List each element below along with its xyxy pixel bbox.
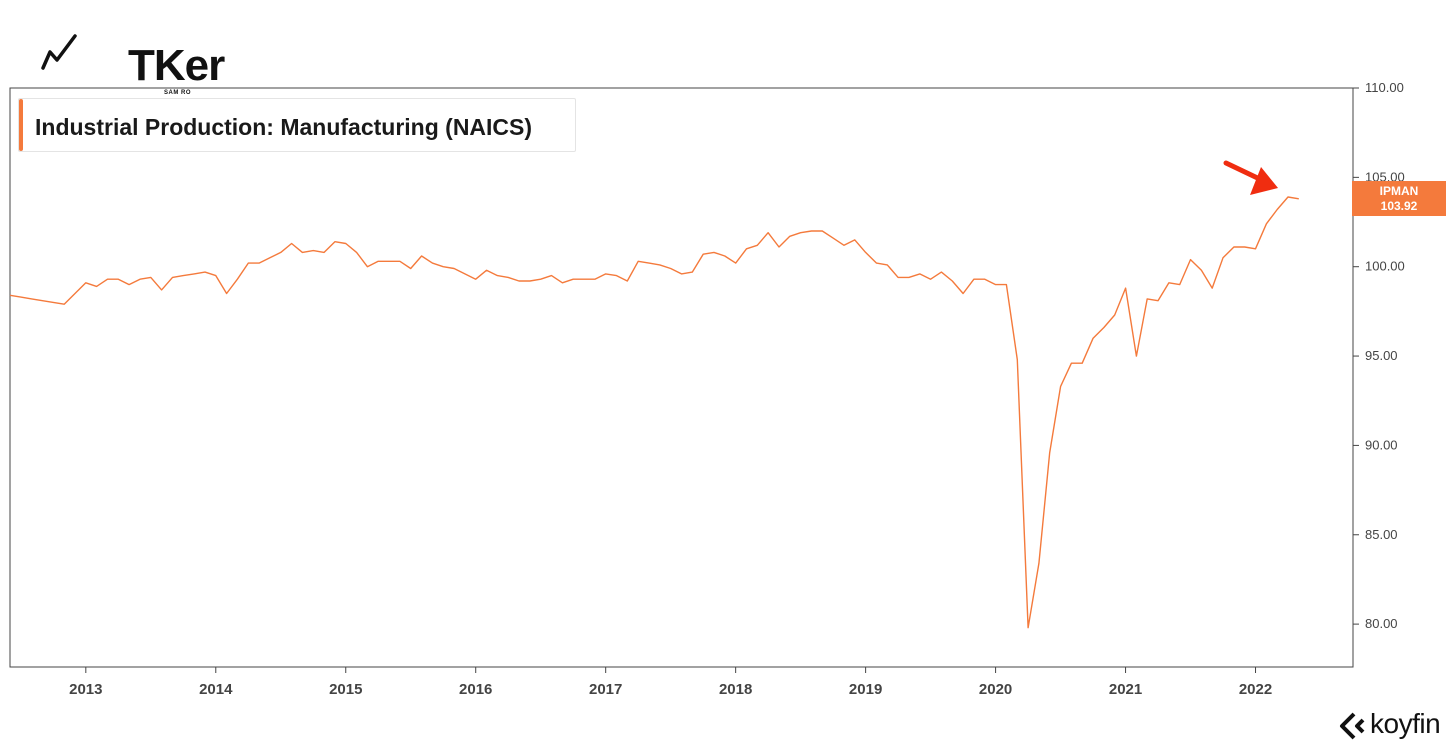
badge-ticker: IPMAN	[1379, 184, 1419, 198]
y-axis: 80.00 85.00 90.00 95.00 100.00 105.00 110.00	[1353, 80, 1405, 631]
y-tick-label: 100.00	[1365, 259, 1405, 274]
series-layer	[9, 196, 1299, 629]
plot-border	[9, 87, 1354, 668]
arrow-head	[1250, 167, 1279, 196]
x-axis: 2013 2014 2015 2016 2017 2018 2019 2020 2021 2022	[69, 667, 1272, 698]
x-tick-label: 2016	[459, 681, 492, 698]
brand-logo: TKer SAM RO	[40, 24, 225, 96]
x-tick-label: 2018	[719, 681, 752, 698]
y-tick-label: 80.00	[1365, 616, 1398, 631]
x-tick-label: 2022	[1239, 681, 1272, 698]
y-tick-label: 110.00	[1365, 80, 1404, 95]
annotation-layer	[1223, 160, 1279, 196]
y-tick-label: 90.00	[1365, 437, 1398, 452]
y-tick-label: 95.00	[1365, 348, 1398, 363]
x-tick-label: 2015	[329, 681, 362, 698]
x-tick-label: 2019	[849, 681, 882, 698]
legend: Industrial Production: Manufacturing (NA…	[18, 98, 576, 152]
y-tick-label: 105.00	[1365, 169, 1405, 184]
plot-frame	[9, 87, 1354, 668]
brand-subtitle: SAM RO	[164, 90, 191, 96]
x-tick-label: 2017	[589, 681, 622, 698]
legend-color-swatch	[19, 99, 23, 151]
legend-label: Industrial Production: Manufacturing (NA…	[35, 114, 533, 140]
x-tick-label: 2014	[199, 681, 233, 698]
y-tick-label: 85.00	[1365, 527, 1398, 542]
x-tick-label: 2021	[1109, 681, 1142, 698]
brand-name: TKer	[128, 41, 225, 90]
x-tick-label: 2020	[979, 681, 1012, 698]
koyfin-mark-icon	[1340, 712, 1365, 740]
last-value-badge: IPMAN 103.92	[1352, 181, 1446, 216]
x-tick-label: 2013	[69, 681, 102, 698]
badge-value: 103.92	[1380, 199, 1418, 213]
trend-logo-icon	[41, 34, 77, 70]
koyfin-wordmark: koyfin	[1370, 708, 1441, 739]
series-line-ipman	[9, 196, 1299, 629]
